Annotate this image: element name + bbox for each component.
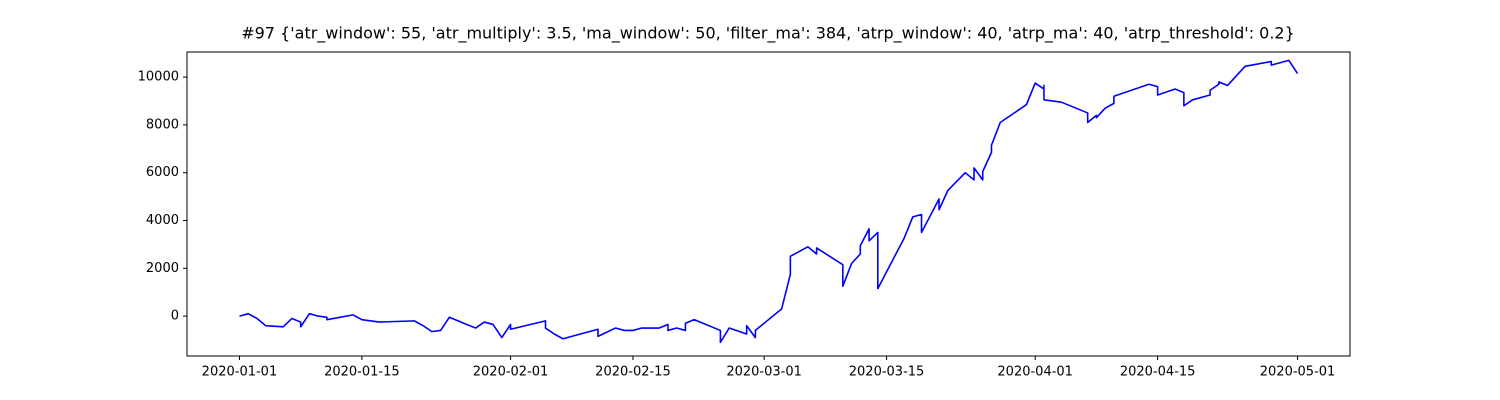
y-tick-label: 4000	[146, 213, 179, 228]
y-tick-label: 10000	[138, 70, 179, 85]
plot-frame	[186, 51, 1351, 357]
y-tick-label: 6000	[146, 165, 179, 180]
x-tick-label: 2020-01-15	[324, 365, 400, 380]
y-tick-label: 2000	[146, 261, 179, 276]
x-tick-label: 2020-03-15	[849, 365, 925, 380]
x-tick-label: 2020-01-01	[202, 365, 278, 380]
x-tick-label: 2020-02-15	[595, 365, 671, 380]
chart-title: #97 {'atr_window': 55, 'atr_multiply': 3…	[241, 24, 1295, 44]
x-tick-label: 2020-05-01	[1260, 365, 1336, 380]
y-tick-label: 8000	[146, 117, 179, 132]
x-tick-label: 2020-02-01	[473, 365, 549, 380]
x-tick-label: 2020-03-01	[726, 365, 802, 380]
x-tick-label: 2020-04-01	[997, 365, 1073, 380]
y-tick-label: 0	[171, 309, 179, 324]
x-tick-label: 2020-04-15	[1120, 365, 1196, 380]
line	[239, 59, 1299, 344]
